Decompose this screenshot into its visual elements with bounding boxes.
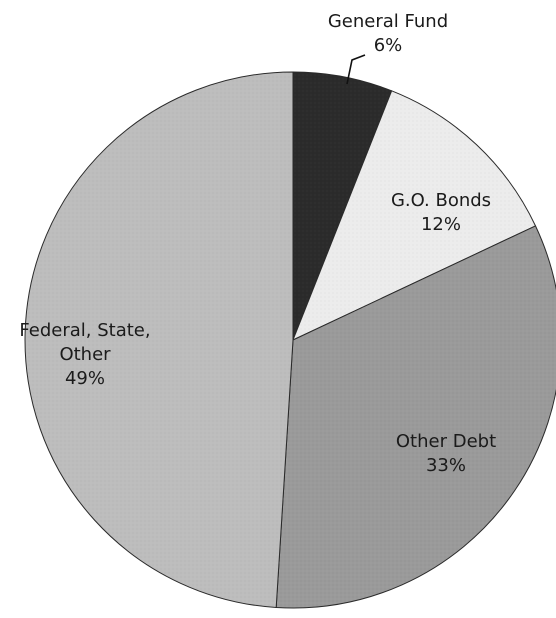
slice-label-line-0-1: 6% bbox=[374, 35, 403, 56]
slice-label-1: G.O. Bonds 12% bbox=[391, 190, 491, 235]
slice-label-line-2-1: 33% bbox=[426, 455, 466, 476]
pie-slice-texture-0 bbox=[293, 71, 392, 340]
pie-slice-texture-2 bbox=[276, 225, 556, 608]
slice-labels: General Fund 6% G.O. Bonds 12% Other Debt 33%… bbox=[19, 11, 496, 476]
pie-texture bbox=[25, 71, 556, 608]
slice-label-3: Federal, State, Other 49% bbox=[19, 320, 150, 389]
slice-label-line-3-0: Federal, State, bbox=[19, 320, 150, 341]
slice-label-2: Other Debt 33% bbox=[396, 431, 496, 476]
slice-label-line-1-1: 12% bbox=[421, 214, 461, 235]
leader-lines bbox=[346, 54, 366, 85]
slice-label-line-1-0: G.O. Bonds bbox=[391, 190, 491, 211]
slice-label-0: General Fund 6% bbox=[328, 11, 448, 56]
pie-slice-texture-1 bbox=[293, 90, 536, 340]
slice-label-line-0-0: General Fund bbox=[328, 11, 448, 32]
slice-label-line-2-0: Other Debt bbox=[396, 431, 496, 452]
leader-line-0 bbox=[346, 54, 366, 85]
slice-label-line-3-2: 49% bbox=[65, 368, 105, 389]
slice-label-line-3-1: Other bbox=[59, 344, 111, 365]
pie-slice-texture-3 bbox=[25, 72, 294, 608]
